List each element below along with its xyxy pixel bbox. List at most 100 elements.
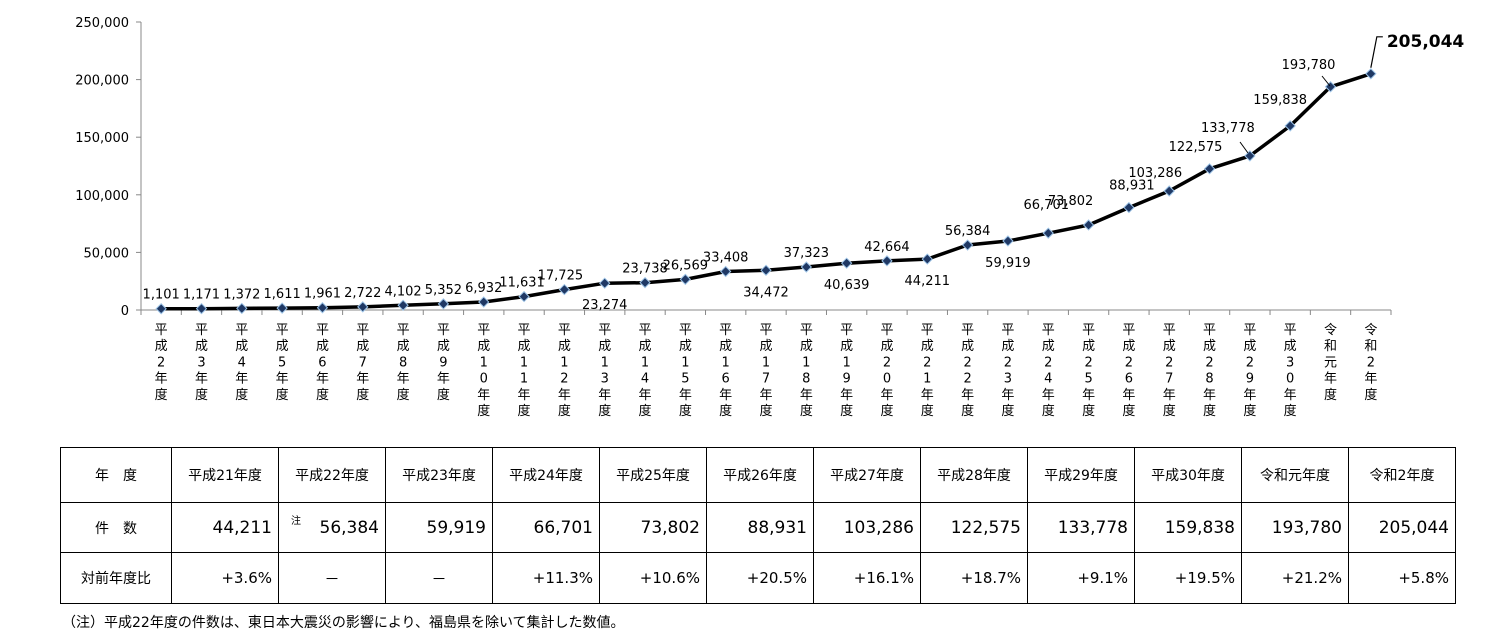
data-label: 205,044 xyxy=(1387,32,1465,52)
data-label: 133,778 xyxy=(1201,121,1255,136)
year-cell: 令和元年度 xyxy=(1241,447,1349,503)
data-label: 42,664 xyxy=(864,240,910,255)
x-tick-label: 平成 1 0 年度 xyxy=(477,323,490,419)
x-tick-label: 平成 3 0 年度 xyxy=(1284,323,1297,419)
data-label: 103,286 xyxy=(1128,166,1182,181)
data-label: 34,472 xyxy=(743,285,789,300)
count-cell: 59,919 xyxy=(385,502,493,553)
data-label: 1,372 xyxy=(223,287,260,302)
ratio-row-header: 対前年度比 xyxy=(60,552,172,604)
ratio-cell: +5.8% xyxy=(1348,552,1456,604)
ratio-cell: +16.1% xyxy=(813,552,921,604)
ratio-cell: +11.3% xyxy=(492,552,600,604)
series xyxy=(155,68,1377,315)
line-chart: 0 50,000 100,000 150,000 200,000 250,000 平成 2 年… xyxy=(75,16,1465,419)
year-cell: 平成28年度 xyxy=(920,447,1028,503)
data-label: 6,932 xyxy=(465,281,502,296)
data-point xyxy=(518,290,530,303)
data-label: 1,961 xyxy=(304,287,341,302)
x-tick-label: 平成 1 7 年度 xyxy=(759,323,772,419)
data-label: 59,919 xyxy=(985,256,1031,271)
x-tick-label: 平成 1 2 年度 xyxy=(558,323,571,419)
count-cell: 88,931 xyxy=(706,502,814,553)
year-cell: 平成21年度 xyxy=(171,447,279,503)
ratio-cell: +20.5% xyxy=(706,552,814,604)
data-label: 33,408 xyxy=(703,251,749,266)
data-point xyxy=(840,257,853,269)
year-cell: 平成22年度 xyxy=(278,447,386,503)
data-label: 44,211 xyxy=(905,274,951,289)
data-label: 88,931 xyxy=(1109,179,1155,194)
x-tick-label: 平成 7 年度 xyxy=(356,323,369,403)
data-point xyxy=(558,283,571,296)
data-point xyxy=(639,276,651,289)
year-cell: 平成30年度 xyxy=(1134,447,1242,503)
label-leader-line xyxy=(1321,75,1331,87)
ratio-cell: +21.2% xyxy=(1241,552,1349,604)
label-leader-line xyxy=(1370,36,1383,68)
y-tick-label: 100,000 xyxy=(75,189,129,204)
data-label: 1,171 xyxy=(183,288,220,303)
x-tick-label: 平成 2 8 年度 xyxy=(1203,323,1216,419)
x-tick-label: 平成 4 年度 xyxy=(235,323,248,403)
data-point xyxy=(800,261,813,273)
data-table: 年 度 平成21年度 平成22年度 平成23年度 平成24年度 平成25年度 平… xyxy=(60,447,1456,604)
data-point xyxy=(961,239,974,251)
x-tick-label: 平成 1 4 年度 xyxy=(639,323,652,419)
x-tick-label: 平成 2 1 年度 xyxy=(921,323,934,419)
y-tick-label: 0 xyxy=(121,304,129,319)
year-cell: 令和2年度 xyxy=(1348,447,1456,503)
data-point xyxy=(599,277,611,289)
x-tick-label: 平成 1 1 年度 xyxy=(518,323,531,419)
data-label: 1,611 xyxy=(264,287,301,302)
y-tick-label: 250,000 xyxy=(75,16,129,31)
ratio-cell: +9.1% xyxy=(1027,552,1135,604)
ratio-cell: +19.5% xyxy=(1134,552,1242,604)
x-tick-label: 平成 2 6 年度 xyxy=(1122,323,1135,419)
x-tick-label: 平成 2 3 年度 xyxy=(1001,323,1014,419)
data-point xyxy=(236,302,248,315)
data-point xyxy=(1203,163,1216,175)
y-tick-label: 200,000 xyxy=(75,74,129,89)
data-label: 4,102 xyxy=(384,284,421,299)
data-point xyxy=(276,302,288,314)
data-label: 66,701 xyxy=(1024,198,1070,213)
data-label: 73,802 xyxy=(1048,194,1094,209)
ratio-cell: +3.6% xyxy=(171,552,279,604)
x-tick-label: 平成 6 年度 xyxy=(316,323,329,403)
data-point xyxy=(719,265,732,278)
data-label: 2,722 xyxy=(344,286,381,301)
data-label: 40,639 xyxy=(824,278,870,293)
count-cell: 193,780 xyxy=(1241,502,1349,553)
data-point xyxy=(1082,219,1095,231)
x-tick-label: 平成 2 年度 xyxy=(155,323,168,403)
data-labels: 1,101 1,171 1,372 1,611 1,961 2,722 4,102 5,352… xyxy=(143,32,1465,313)
x-tick-label: 平成 8 年度 xyxy=(397,323,410,403)
x-tick-label: 平成 2 0 年度 xyxy=(880,323,893,419)
year-cell: 平成23年度 xyxy=(385,447,493,503)
data-point xyxy=(1042,227,1054,239)
data-label: 26,569 xyxy=(663,258,709,273)
table-row-year: 年 度 平成21年度 平成22年度 平成23年度 平成24年度 平成25年度 平… xyxy=(60,447,1456,503)
data-point xyxy=(1163,185,1175,197)
ratio-cell: － xyxy=(385,552,493,604)
ratio-cell: +18.7% xyxy=(920,552,1028,604)
data-point xyxy=(478,296,490,308)
data-label: 5,352 xyxy=(425,283,462,298)
x-tick-label: 平成 2 9 年度 xyxy=(1243,323,1256,419)
x-tick-label: 平成 1 8 年度 xyxy=(800,323,813,419)
ratio-cell: － xyxy=(278,552,386,604)
table-row-count: 件 数 44,211 注 56,384 59,919 66,701 73,802 … xyxy=(60,502,1456,553)
data-point xyxy=(195,302,208,315)
y-axis: 0 50,000 100,000 150,000 200,000 250,000 xyxy=(75,16,142,319)
data-label: 11,631 xyxy=(499,276,545,291)
label-leader-line xyxy=(1239,141,1249,154)
x-tick-label: 令和 2 年度 xyxy=(1364,323,1377,403)
data-point xyxy=(1365,68,1377,80)
x-tick-label: 平成 5 年度 xyxy=(276,323,289,403)
data-point xyxy=(881,255,893,267)
table-row-ratio: 対前年度比 +3.6% － － +11.3% +10.6% +20.5% +16… xyxy=(60,552,1456,604)
data-label: 56,384 xyxy=(945,224,991,239)
data-point xyxy=(397,299,409,311)
count-cell: 66,701 xyxy=(492,502,600,553)
